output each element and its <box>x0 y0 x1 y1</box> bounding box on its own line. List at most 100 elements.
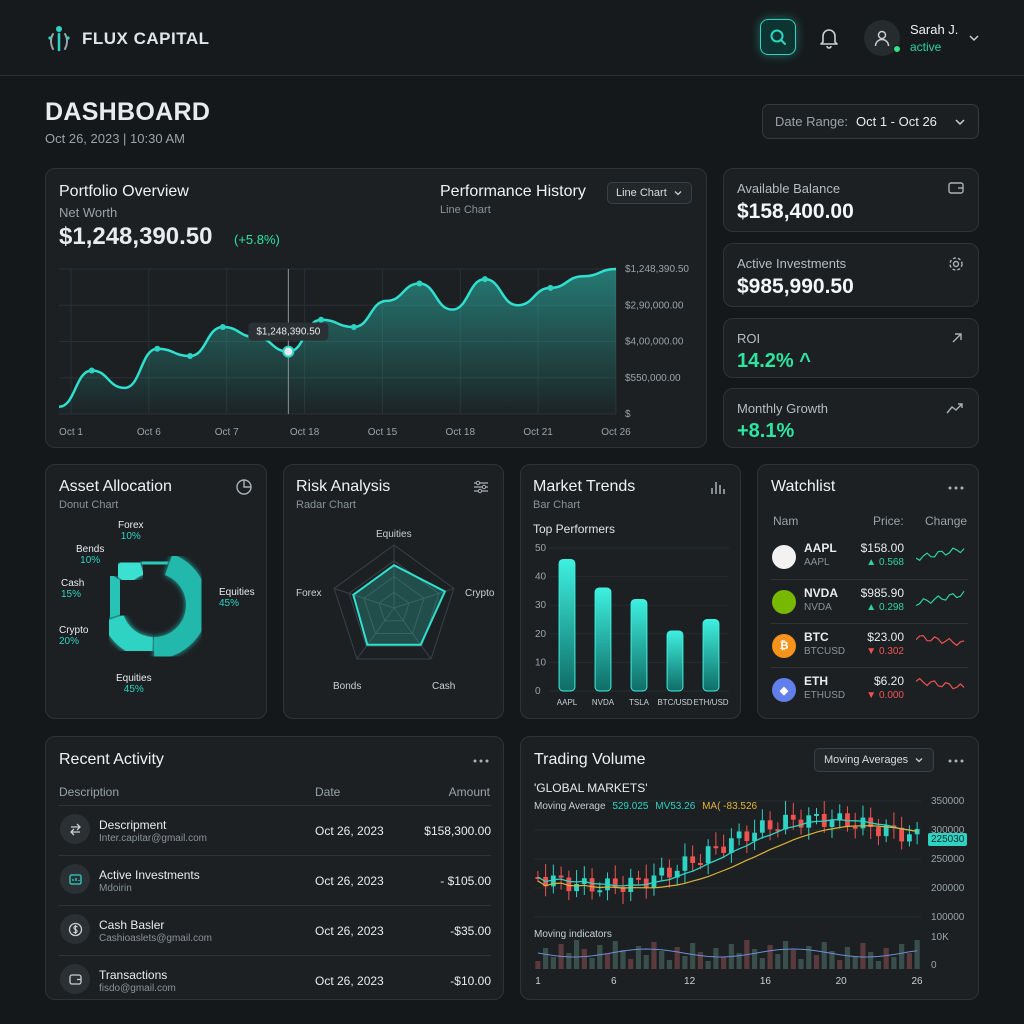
candle[interactable] <box>674 870 680 878</box>
candle[interactable] <box>651 875 657 888</box>
roi-card[interactable]: ROI 14.2% ^ <box>723 318 979 378</box>
candle[interactable] <box>620 886 626 892</box>
donut-segment-forex[interactable] <box>139 551 171 575</box>
candle[interactable] <box>899 827 905 842</box>
bar-aapl[interactable] <box>558 558 576 692</box>
candle[interactable] <box>759 820 765 833</box>
active-investments-card[interactable]: Active Investments $985,990.50 <box>723 243 979 307</box>
candle[interactable] <box>659 867 665 876</box>
bar-nvda[interactable] <box>594 587 612 692</box>
hover-point[interactable] <box>282 345 295 358</box>
data-point[interactable] <box>219 324 226 330</box>
data-point[interactable] <box>318 316 325 323</box>
candle[interactable] <box>643 878 649 888</box>
candle[interactable] <box>550 875 556 887</box>
candle[interactable] <box>752 832 757 842</box>
volume-bar <box>674 947 680 969</box>
watchlist-row[interactable]: AAPL AAPL $158.00 ▲ 0.568 <box>770 535 968 579</box>
data-point[interactable] <box>547 284 554 291</box>
y-tick-label: 40 <box>535 572 547 583</box>
segment-pct: 15% <box>61 589 82 600</box>
data-point[interactable] <box>154 345 161 352</box>
candle[interactable] <box>705 846 711 864</box>
more-icon[interactable] <box>473 759 489 763</box>
donut-segment-equities[interactable] <box>153 554 208 659</box>
candle[interactable] <box>736 831 742 839</box>
moving-averages-select[interactable]: Moving Averages <box>814 748 935 772</box>
candle[interactable] <box>837 813 843 821</box>
candle[interactable] <box>821 813 827 827</box>
more-icon[interactable] <box>948 759 964 763</box>
date-range-select[interactable]: Date Range: Oct 1 - Oct 26 <box>762 104 979 139</box>
monthly-growth-card[interactable]: Monthly Growth +8.1% <box>723 388 979 448</box>
candle[interactable] <box>744 831 750 842</box>
candle[interactable] <box>728 838 734 853</box>
search-button[interactable] <box>760 19 796 55</box>
volume-bar <box>837 960 843 969</box>
candle[interactable] <box>535 877 541 879</box>
candle[interactable] <box>667 867 672 878</box>
bar-btc-usd[interactable] <box>666 630 684 692</box>
candle[interactable] <box>698 862 703 865</box>
filter-sliders-icon[interactable] <box>473 479 489 495</box>
candle[interactable] <box>636 877 641 880</box>
available-balance-card[interactable]: Available Balance $158,400.00 <box>723 168 979 232</box>
candle[interactable] <box>876 827 881 837</box>
watchlist-row[interactable]: ◆ ETH ETHUSD $6.20 ▼ 0.000 <box>770 667 968 711</box>
bar-eth-usd[interactable] <box>702 619 720 692</box>
candle[interactable] <box>767 820 773 830</box>
candle[interactable] <box>682 856 688 871</box>
bar-chart-icon[interactable] <box>710 479 726 495</box>
pie-chart-icon[interactable] <box>235 478 253 496</box>
donut-segment-cash[interactable] <box>100 573 129 620</box>
candle[interactable] <box>790 814 796 820</box>
x-tick-label: ETH/USD <box>693 698 728 707</box>
candle[interactable] <box>690 856 696 863</box>
more-icon[interactable] <box>948 486 964 490</box>
activity-row[interactable]: Cash Basler Cashioaslets@gmail.com Oct 2… <box>58 905 491 955</box>
candle[interactable] <box>783 814 788 830</box>
candle[interactable] <box>558 875 564 878</box>
activity-row[interactable]: Transactions fisdo@gmail.com Oct 26, 202… <box>58 955 491 1005</box>
chart-type-select[interactable]: Line Chart <box>607 182 692 204</box>
candle[interactable] <box>589 878 595 892</box>
user-menu[interactable]: Sarah J. active <box>864 20 980 56</box>
data-point[interactable] <box>350 324 357 330</box>
watchlist-row[interactable]: NVDA NVDA $985.90 ▲ 0.298 <box>770 579 968 623</box>
candle[interactable] <box>806 815 812 828</box>
ma-value-2: MV53.26 <box>655 801 696 812</box>
candle[interactable] <box>597 890 603 893</box>
watchlist-row[interactable]: ₿ BTC BTCUSD $23.00 ▼ 0.302 <box>770 623 968 667</box>
candle[interactable] <box>798 819 804 828</box>
data-point[interactable] <box>187 353 194 359</box>
bell-icon[interactable] <box>819 27 839 49</box>
candle[interactable] <box>829 820 835 827</box>
donut-segment-crypto[interactable] <box>102 614 154 659</box>
candle[interactable] <box>860 817 866 829</box>
candle[interactable] <box>914 828 920 835</box>
candle[interactable] <box>721 846 727 853</box>
radar-area[interactable] <box>352 564 447 646</box>
bar-tsla[interactable] <box>630 598 648 692</box>
candle[interactable] <box>566 877 572 892</box>
data-point[interactable] <box>416 280 423 287</box>
candle[interactable] <box>814 813 819 816</box>
candle[interactable] <box>713 846 719 849</box>
candle[interactable] <box>612 878 618 887</box>
data-point[interactable] <box>88 367 95 374</box>
candle[interactable] <box>775 829 781 832</box>
candle[interactable] <box>852 826 858 829</box>
activity-row[interactable]: Descripment Inter.capitar@gmail.com Oct … <box>58 805 491 855</box>
volume-bar <box>589 958 595 969</box>
volume-bar <box>697 952 704 969</box>
candle[interactable] <box>906 834 912 842</box>
chevron-down-icon <box>969 35 979 42</box>
volume-bar <box>798 959 804 969</box>
brand-logo[interactable]: FLUX CAPITAL <box>44 24 210 54</box>
candle[interactable] <box>883 825 889 837</box>
data-point[interactable] <box>481 276 488 283</box>
donut-segment-bends[interactable] <box>111 553 145 586</box>
candle[interactable] <box>574 884 579 892</box>
volume-bar <box>790 950 796 969</box>
activity-row[interactable]: Active Investments Mdoirin Oct 26, 2023 … <box>58 855 491 905</box>
